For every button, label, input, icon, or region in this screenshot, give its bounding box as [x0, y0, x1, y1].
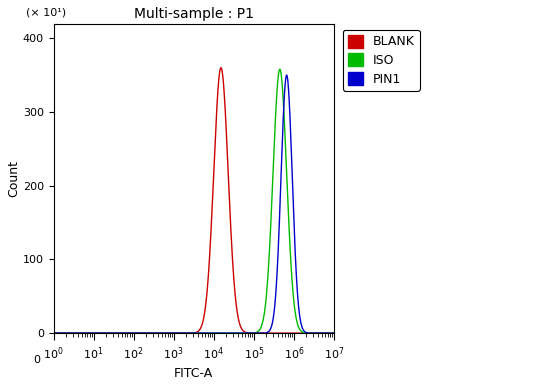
ISO — [67, 331, 74, 336]
PIN1 — [330, 331, 337, 336]
BLANK — [187, 331, 194, 336]
ISO — [62, 331, 69, 336]
PIN1 — [283, 73, 290, 77]
BLANK — [316, 331, 322, 336]
Y-axis label: Count: Count — [7, 160, 20, 197]
ISO — [187, 331, 194, 336]
Title: Multi-sample : P1: Multi-sample : P1 — [134, 7, 254, 21]
PIN1 — [52, 331, 58, 336]
PIN1 — [316, 331, 322, 336]
PIN1 — [105, 331, 112, 336]
Line: BLANK: BLANK — [54, 68, 334, 333]
Text: (× 10¹): (× 10¹) — [26, 7, 66, 17]
ISO — [51, 331, 57, 336]
Legend: BLANK, ISO, PIN1: BLANK, ISO, PIN1 — [343, 30, 420, 91]
ISO — [52, 331, 58, 336]
PIN1 — [62, 331, 69, 336]
BLANK — [52, 331, 58, 336]
BLANK — [217, 65, 224, 70]
ISO — [277, 67, 283, 72]
Line: PIN1: PIN1 — [54, 75, 334, 333]
Line: ISO: ISO — [54, 69, 334, 333]
ISO — [105, 331, 112, 336]
BLANK — [51, 331, 57, 336]
PIN1 — [67, 331, 74, 336]
Text: 0: 0 — [33, 355, 40, 365]
BLANK — [105, 331, 112, 336]
X-axis label: FITC-A: FITC-A — [174, 367, 214, 380]
PIN1 — [187, 331, 194, 336]
ISO — [330, 331, 337, 336]
BLANK — [330, 331, 337, 336]
BLANK — [62, 331, 69, 336]
ISO — [316, 331, 322, 336]
PIN1 — [51, 331, 57, 336]
BLANK — [67, 331, 74, 336]
